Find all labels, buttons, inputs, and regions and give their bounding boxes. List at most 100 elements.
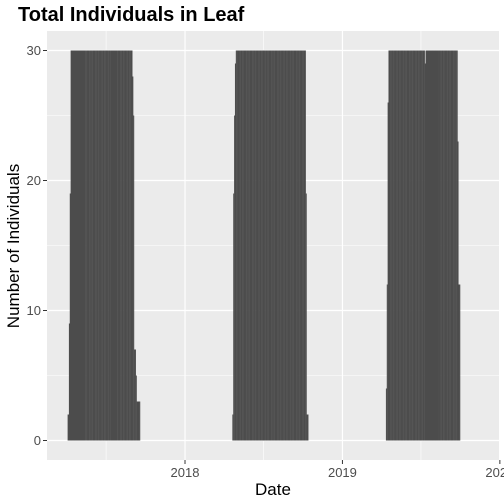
bar [127,50,130,441]
bar [455,50,457,441]
bar [301,50,303,441]
bar [261,50,263,441]
bar [266,50,268,441]
bar [385,388,387,441]
bar [118,50,120,441]
bar [125,50,127,441]
bar [278,50,280,441]
bar [102,50,105,441]
bar [454,50,456,441]
bar [276,50,278,441]
chart-title: Total Individuals in Leaf [18,4,245,26]
bar [405,50,407,441]
bar [129,50,131,441]
y-tick-label: 0 [34,433,41,448]
bar [241,50,243,441]
x-tick-label: 2019 [328,465,357,480]
bar [306,414,308,441]
bar [391,50,393,441]
bar [303,50,306,441]
bar [297,50,299,441]
bar [422,50,424,441]
bar [295,50,297,441]
bar [447,50,449,441]
bar [93,50,95,441]
bar [96,50,98,441]
bar [394,50,396,441]
bar [410,50,412,441]
bar [401,50,403,441]
bar [232,414,234,441]
bar [390,50,392,441]
bar [126,50,128,441]
bar [438,50,440,441]
bar [269,50,271,441]
bar [139,401,141,441]
bar [240,50,243,441]
bar [407,50,409,441]
bar [124,50,126,441]
bar [449,50,451,441]
bar [243,50,245,441]
bar [448,50,450,441]
bar [92,50,94,441]
bar [270,50,272,441]
bar [256,50,258,441]
bar [418,50,420,441]
bar [87,50,89,441]
bar [451,50,453,441]
bar [441,50,444,441]
bars [67,50,461,441]
bar [410,50,412,441]
bar [291,50,293,441]
bar [403,50,405,441]
bar [97,50,99,441]
bar [238,50,240,441]
y-axis: 0 10 20 30 [27,43,47,448]
y-tick-label: 10 [27,303,41,318]
bar [123,50,125,441]
bar [296,50,298,441]
bar [419,50,421,441]
bar [281,50,283,441]
bar [266,50,268,441]
bar [414,50,416,441]
bar [89,50,91,441]
bar [459,284,461,441]
bar [282,50,284,441]
bar [408,50,410,441]
bar [260,50,262,441]
bar [272,50,274,441]
bar [437,50,439,441]
bar [131,50,133,441]
bar [257,50,259,441]
bar [271,50,273,441]
bar [108,50,110,441]
bar [263,50,265,441]
bar [86,50,88,441]
bar [253,50,255,441]
bar [417,50,419,441]
bar [441,50,443,441]
bar [398,50,400,441]
bar [233,193,235,441]
bar [287,50,289,441]
bar [423,50,425,441]
bar [297,50,299,441]
bar [94,50,96,441]
bar [389,50,391,441]
bar [132,76,134,441]
bar [457,141,459,441]
bar [239,50,241,441]
bar [397,50,399,441]
bar [121,50,123,441]
bar [255,50,257,441]
bar [107,50,109,441]
bar [274,50,276,441]
bar [305,193,307,441]
bar [399,50,401,441]
bar [242,50,244,441]
bar [235,50,237,441]
bar [284,50,286,441]
